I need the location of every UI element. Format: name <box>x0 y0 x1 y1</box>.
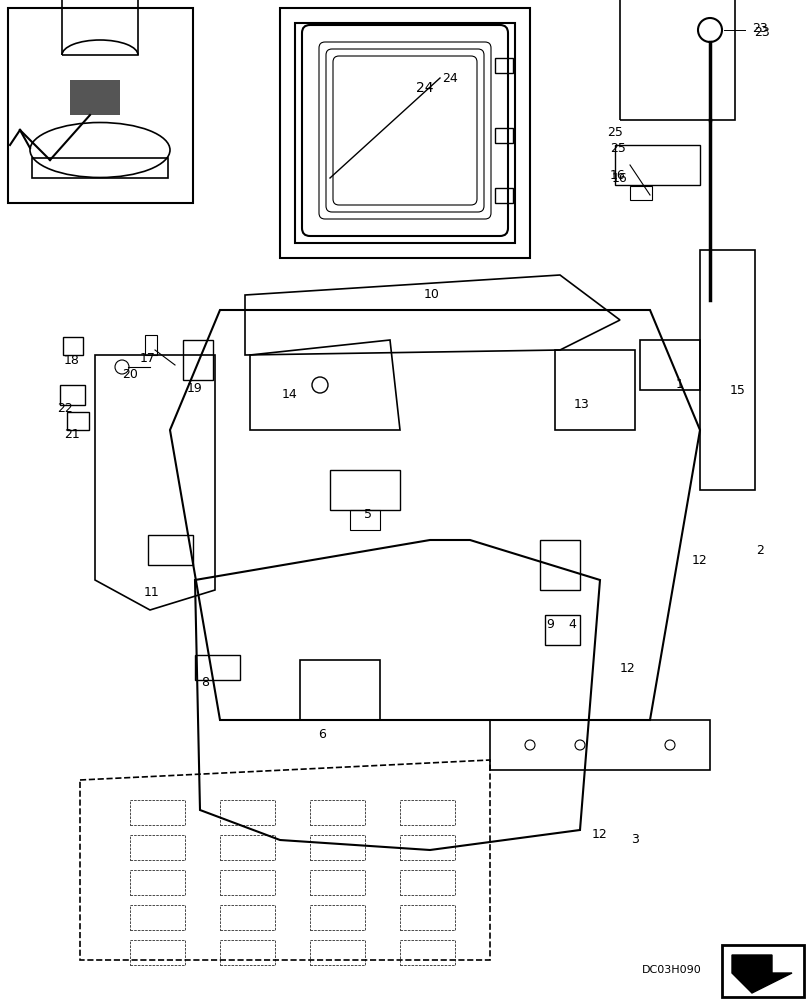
Polygon shape <box>731 955 791 993</box>
Bar <box>350 510 380 530</box>
Bar <box>554 350 634 430</box>
Text: 8: 8 <box>201 676 208 690</box>
Text: 17: 17 <box>139 352 156 364</box>
Bar <box>148 535 193 565</box>
Bar <box>310 870 365 895</box>
Bar <box>614 145 699 185</box>
Text: 13: 13 <box>573 398 589 412</box>
Bar <box>220 870 275 895</box>
Text: 21: 21 <box>64 428 79 440</box>
Bar <box>721 945 803 997</box>
Text: 23: 23 <box>751 22 767 35</box>
Text: 24: 24 <box>416 81 433 95</box>
Bar <box>130 800 185 825</box>
Text: 11: 11 <box>144 585 160 598</box>
Text: 22: 22 <box>57 401 73 414</box>
Bar <box>220 835 275 860</box>
Text: 24: 24 <box>441 72 457 85</box>
Text: 12: 12 <box>691 554 707 566</box>
Bar <box>62 0 138 55</box>
Bar <box>495 58 513 73</box>
Bar <box>220 905 275 930</box>
Bar <box>70 80 120 115</box>
Bar <box>220 800 275 825</box>
Bar <box>130 835 185 860</box>
Bar <box>299 660 380 720</box>
Bar <box>145 335 157 355</box>
Bar <box>60 385 85 405</box>
Text: 5: 5 <box>363 508 371 522</box>
Text: 23: 23 <box>753 26 769 39</box>
Text: 16: 16 <box>609 169 625 182</box>
Bar <box>495 128 513 143</box>
Bar <box>639 340 699 390</box>
Bar <box>182 340 212 380</box>
Bar <box>310 905 365 930</box>
Text: 14: 14 <box>281 388 298 401</box>
Text: 3: 3 <box>630 833 638 846</box>
Bar <box>130 940 185 965</box>
Bar <box>329 470 400 510</box>
Bar <box>310 835 365 860</box>
Bar <box>495 188 513 203</box>
Bar <box>400 800 454 825</box>
Bar <box>195 655 240 680</box>
Bar <box>32 158 168 178</box>
Text: 20: 20 <box>122 368 138 381</box>
Text: 15: 15 <box>729 383 745 396</box>
Bar <box>310 940 365 965</box>
Text: DC03H090: DC03H090 <box>642 965 701 975</box>
Bar <box>67 412 89 430</box>
Bar <box>294 23 514 243</box>
Bar <box>620 0 734 120</box>
Text: 6: 6 <box>318 728 325 741</box>
Bar <box>220 940 275 965</box>
Text: 4: 4 <box>568 618 575 632</box>
Text: 16: 16 <box>611 172 627 185</box>
Text: 9: 9 <box>545 618 553 632</box>
Text: 10: 10 <box>423 288 440 302</box>
Text: 19: 19 <box>187 381 203 394</box>
Bar <box>130 870 185 895</box>
Text: 12: 12 <box>620 662 635 674</box>
Bar <box>280 8 530 258</box>
Bar <box>699 250 754 490</box>
Text: 25: 25 <box>607 126 622 139</box>
Text: 1: 1 <box>676 378 683 391</box>
Bar <box>629 186 651 200</box>
Bar <box>310 800 365 825</box>
Text: 12: 12 <box>591 828 607 841</box>
Bar <box>489 720 709 770</box>
Bar <box>400 835 454 860</box>
Bar <box>130 905 185 930</box>
Bar <box>539 540 579 590</box>
Bar <box>544 615 579 645</box>
Bar <box>400 870 454 895</box>
Bar <box>400 940 454 965</box>
Text: 25: 25 <box>609 142 625 155</box>
Bar <box>8 8 193 203</box>
Bar <box>400 905 454 930</box>
Text: 18: 18 <box>64 354 79 366</box>
Bar <box>63 337 83 355</box>
Text: 2: 2 <box>755 544 763 556</box>
